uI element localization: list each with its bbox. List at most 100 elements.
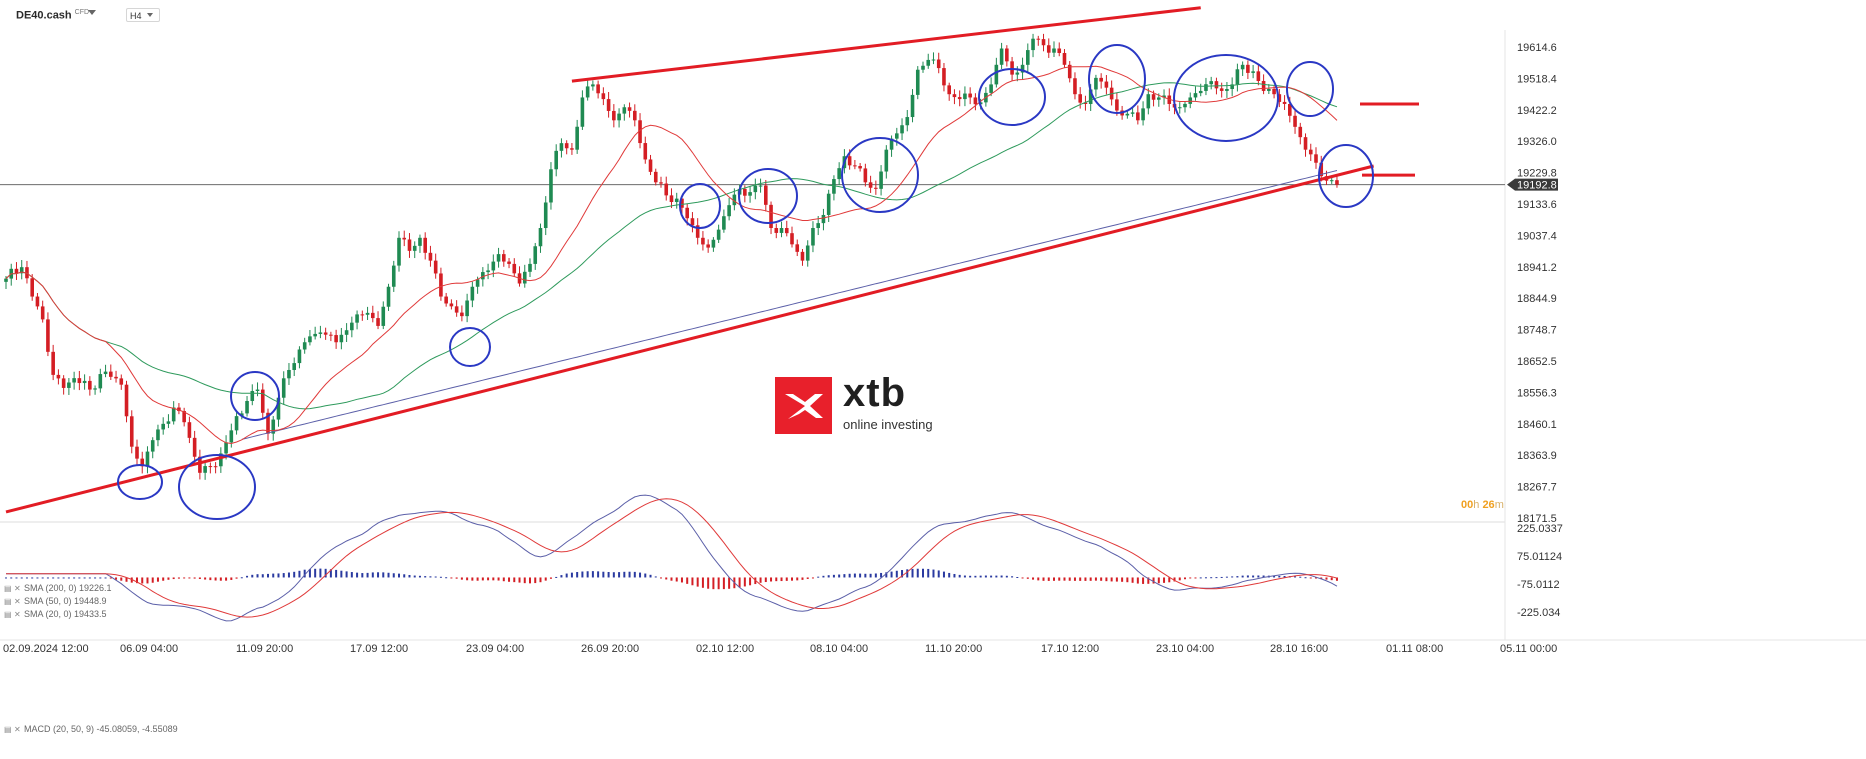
candle-body: [98, 374, 103, 389]
indicator-legend-macd[interactable]: ▤ ✕ MACD (20, 50, 9) -45.08059, -4.55089: [4, 724, 178, 734]
macd-bar: [838, 574, 841, 578]
macd-bar: [193, 577, 196, 579]
settings-icon[interactable]: ▤: [4, 584, 12, 593]
candle-body: [1062, 52, 1067, 65]
settings-icon[interactable]: ▤: [4, 610, 12, 619]
candle-body: [695, 225, 700, 238]
candle-body: [1146, 94, 1151, 109]
macd-bar: [151, 577, 154, 583]
candle-body: [1041, 39, 1046, 46]
highlight-circle: [117, 464, 163, 500]
candle-body: [863, 168, 868, 183]
macd-bar: [94, 577, 97, 579]
candle-body: [1104, 81, 1109, 88]
macd-bar: [298, 570, 301, 578]
macd-bar: [183, 577, 186, 579]
price-axis: 19614.6 19518.4 19422.2 19326.0 19229.8 19133…: [1517, 42, 1557, 525]
macd-bar: [1047, 577, 1050, 581]
macd-bar: [717, 577, 720, 590]
close-icon[interactable]: ✕: [14, 584, 21, 593]
candle-body: [601, 93, 606, 100]
candle-body: [1303, 137, 1308, 150]
timeframe-selector[interactable]: H4: [126, 8, 160, 22]
candle-body: [51, 351, 55, 375]
candle-body: [994, 64, 999, 85]
macd-bar: [209, 577, 212, 581]
candle-body: [213, 466, 218, 468]
settings-icon[interactable]: ▤: [4, 597, 12, 606]
macd-bar: [1330, 577, 1333, 581]
settings-icon[interactable]: ▤: [4, 725, 12, 734]
candle-body: [318, 332, 323, 334]
candle-body: [171, 407, 176, 422]
candle-body: [921, 65, 925, 70]
chevron-down-icon[interactable]: [88, 10, 96, 15]
candle-body: [795, 244, 800, 252]
candle-body: [643, 143, 648, 160]
macd-bar: [885, 572, 888, 578]
symbol-selector[interactable]: DE40.cash CFD: [16, 9, 89, 22]
candle-body: [460, 312, 464, 317]
candle-body: [260, 389, 265, 413]
candle-body: [486, 270, 490, 273]
macd-bar: [450, 577, 453, 579]
highlight-circle: [1088, 44, 1146, 114]
annotation-circles: [117, 44, 1374, 520]
time-tick-label: 28.10 16:00: [1270, 643, 1328, 655]
close-icon[interactable]: ✕: [14, 597, 21, 606]
macd-bar: [319, 568, 322, 578]
macd-bar: [88, 577, 91, 579]
macd-bar: [680, 577, 683, 583]
close-icon[interactable]: ✕: [14, 610, 21, 619]
macd-bar: [1152, 577, 1155, 584]
candle-body: [1115, 99, 1119, 111]
macd-bar: [827, 575, 830, 578]
candle-body: [355, 314, 359, 323]
indicator-legend-sma20[interactable]: ▤ ✕ SMA (20, 0) 19433.5: [4, 609, 107, 619]
macd-bar: [1016, 576, 1019, 578]
indicator-legend-sma200[interactable]: ▤ ✕ SMA (200, 0) 19226.1: [4, 583, 112, 593]
candle-body: [1141, 108, 1145, 121]
candle-body: [627, 107, 632, 111]
macd-bar: [633, 571, 636, 578]
macd-bar: [1131, 577, 1134, 583]
highlight-circle: [449, 327, 491, 367]
macd-bar: [1089, 577, 1092, 581]
indicator-legend-sma50[interactable]: ▤ ✕ SMA (50, 0) 19448.9: [4, 596, 107, 606]
macd-bar: [1299, 576, 1302, 578]
macd-bar: [481, 577, 484, 581]
candle-body: [832, 179, 836, 194]
macd-bar: [83, 577, 86, 579]
macd-bar: [356, 572, 359, 578]
candle-body: [1157, 97, 1161, 100]
candle-body: [1298, 126, 1303, 138]
time-tick-label: 17.09 12:00: [350, 643, 408, 655]
candle-body: [281, 378, 286, 398]
macd-bar: [156, 577, 159, 582]
candle-body: [538, 228, 543, 247]
candle-body: [1177, 107, 1182, 109]
candle-body: [1235, 69, 1240, 85]
candle-body: [1293, 115, 1297, 127]
candle-body: [454, 306, 459, 313]
close-icon[interactable]: ✕: [14, 725, 21, 734]
macd-bar: [581, 571, 584, 578]
macd-bar: [57, 577, 60, 579]
time-tick-label: 02.09.2024 12:00: [3, 643, 89, 655]
macd-bar: [1257, 575, 1260, 578]
macd-bar: [1294, 576, 1297, 578]
time-tick-label: 06.09 04:00: [120, 643, 178, 655]
macd-bar: [1315, 577, 1317, 579]
candle-body: [1308, 149, 1313, 155]
candle-body: [837, 168, 841, 180]
candle-body: [1319, 162, 1324, 177]
candle-body: [1125, 113, 1130, 116]
candle-body: [1036, 38, 1041, 40]
macd-bar: [1105, 577, 1108, 582]
candle-body: [61, 378, 66, 388]
macd-bar: [5, 577, 7, 579]
candle-body: [428, 252, 433, 261]
candle-body: [208, 466, 213, 468]
candle-body: [585, 86, 590, 98]
